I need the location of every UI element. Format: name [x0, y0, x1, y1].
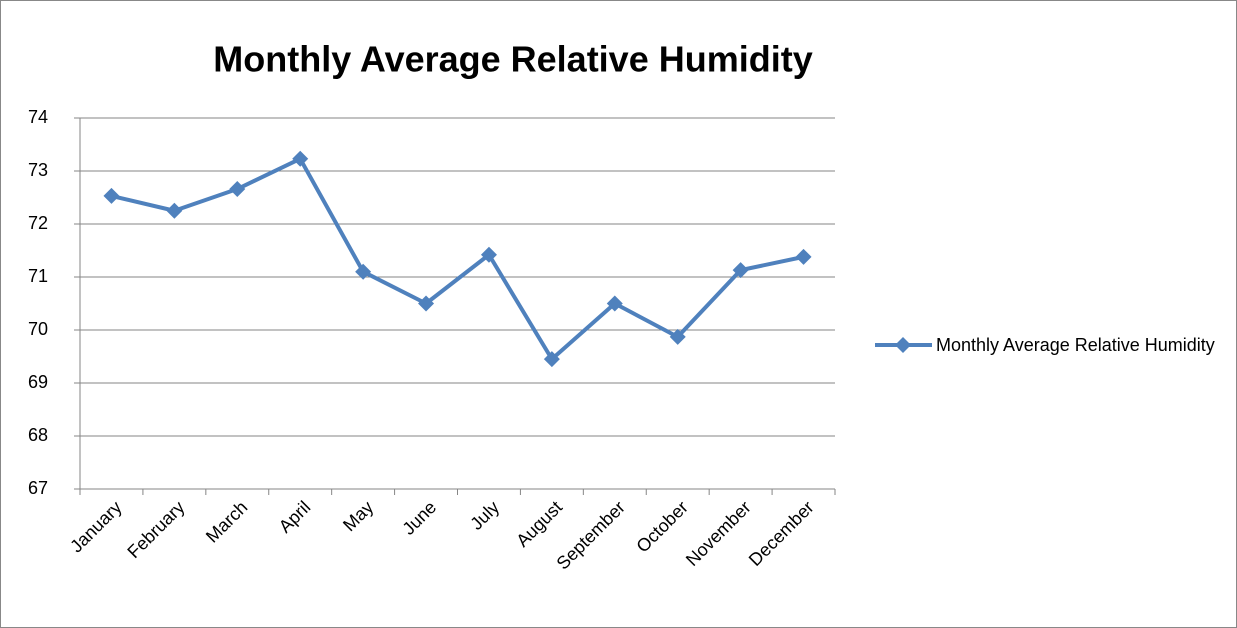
y-tick-label: 69 [28, 372, 48, 392]
y-tick-label: 73 [28, 160, 48, 180]
marker [795, 248, 812, 265]
y-tick-label: 74 [28, 107, 48, 127]
legend-label: Monthly Average Relative Humidity [936, 335, 1215, 355]
y-tick-label: 67 [28, 478, 48, 498]
marker [669, 328, 686, 345]
chart-title: Monthly Average Relative Humidity [213, 39, 812, 80]
series-line [110, 156, 804, 362]
marker [292, 150, 309, 167]
y-tick-label: 68 [28, 425, 48, 445]
marker [480, 246, 497, 263]
legend-marker [895, 337, 911, 353]
marker [543, 351, 560, 368]
marker [166, 202, 183, 219]
marker [103, 187, 120, 204]
marker [606, 295, 623, 312]
marker [418, 295, 435, 312]
marker [229, 181, 246, 198]
y-tick-label: 70 [28, 319, 48, 339]
marker [355, 263, 372, 280]
y-tick-label: 72 [28, 213, 48, 233]
y-tick-label: 71 [28, 266, 48, 286]
marker [732, 262, 749, 279]
